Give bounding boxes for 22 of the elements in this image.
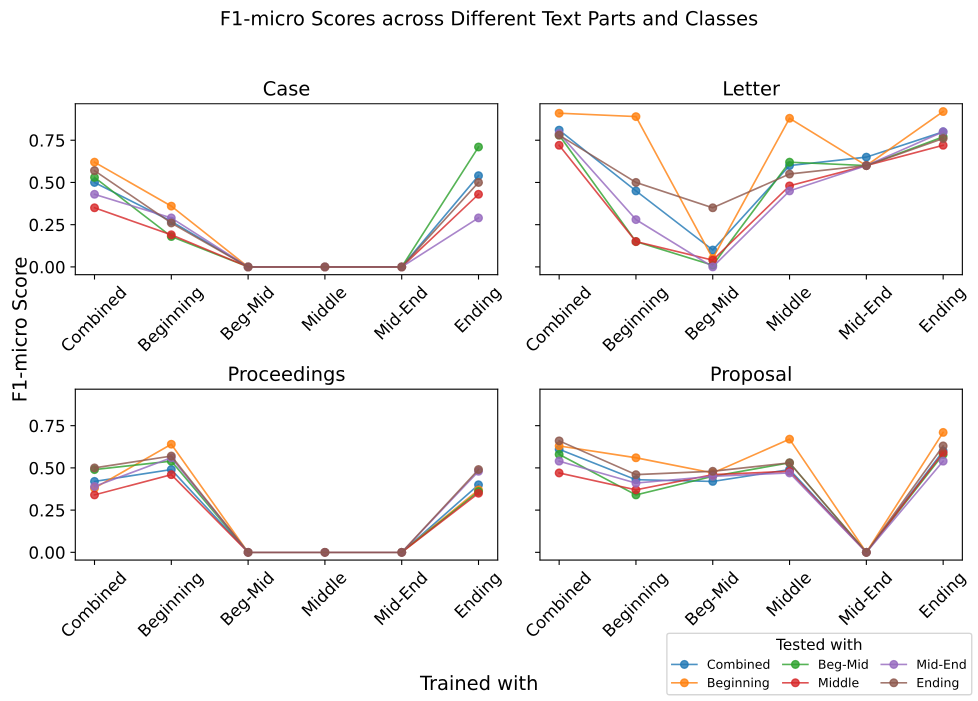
chart-title: Letter — [724, 81, 780, 96]
x-axis-title: Trained with — [420, 675, 537, 690]
chart-title: Proposal — [712, 366, 791, 385]
legend-title: Tested with — [776, 638, 862, 650]
legend-label: Beginning — [708, 678, 769, 690]
y-tick-label: 0.00 — [30, 260, 64, 274]
chart-title: Case — [264, 80, 310, 96]
y-tick-label: 0.50 — [30, 462, 64, 474]
y-tick-label: 0.75 — [30, 134, 64, 147]
y-tick-label: 0.75 — [30, 420, 64, 432]
legend-label: Combined — [708, 659, 770, 669]
legend-label: Mid-End — [918, 659, 966, 669]
y-tick-label: 0.25 — [30, 504, 64, 517]
legend-label: Ending — [918, 678, 958, 690]
y-tick-label: 0.00 — [30, 546, 64, 559]
chart-title: Proceedings — [229, 366, 345, 385]
y-tick-label: 0.25 — [30, 218, 64, 232]
legend-label: Beg-Mid — [819, 659, 868, 672]
y-axis-title: F1-micro Score — [12, 258, 27, 400]
text: F1-micro Scores across Different Text Parts and Classes — [222, 10, 758, 26]
y-tick-label: 0.50 — [30, 176, 64, 190]
legend-label: Middle — [819, 678, 859, 688]
